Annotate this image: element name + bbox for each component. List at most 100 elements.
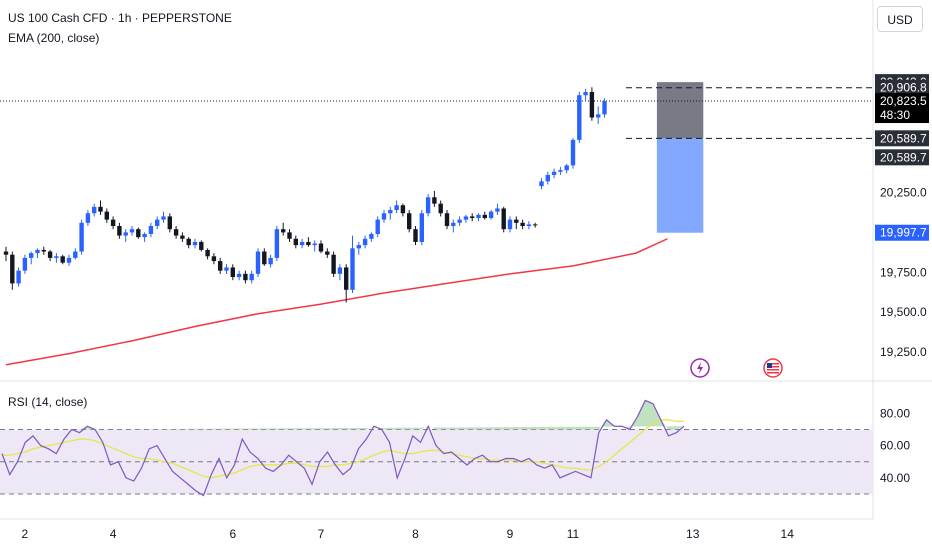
candle-body xyxy=(41,249,46,252)
candle-body xyxy=(470,216,475,219)
candle-body xyxy=(514,219,519,223)
candle-body xyxy=(432,197,437,204)
candle-body xyxy=(558,170,563,172)
stop-loss-zone xyxy=(656,82,704,139)
price-tag-4 xyxy=(875,149,929,166)
candle-body xyxy=(218,261,223,271)
candle-body xyxy=(495,208,500,212)
candle-body xyxy=(501,208,506,230)
candle-body xyxy=(381,213,387,220)
candle-body xyxy=(482,214,487,219)
candle-body xyxy=(476,214,481,219)
candle-body xyxy=(325,251,330,255)
candle-body xyxy=(192,241,198,246)
candle-body xyxy=(344,267,349,290)
candle-body xyxy=(180,235,185,239)
candle-body xyxy=(438,203,443,214)
candle-body xyxy=(142,233,147,238)
candle-body xyxy=(463,216,469,220)
flag-stripe xyxy=(767,366,779,368)
candle-body xyxy=(444,213,450,226)
rsi-tick-label: 80.00 xyxy=(880,406,910,420)
candle-body xyxy=(255,251,261,274)
candle-body xyxy=(262,251,267,265)
candle-body xyxy=(123,232,128,236)
candle-body xyxy=(29,253,34,258)
candle-body xyxy=(596,114,601,118)
candle-body xyxy=(230,267,235,278)
candle-body xyxy=(419,213,424,242)
candle-body xyxy=(533,224,538,226)
time-tick-label: 13 xyxy=(686,527,700,541)
candle-body xyxy=(407,213,412,230)
time-tick-label: 6 xyxy=(229,527,236,541)
candle-body xyxy=(287,232,292,239)
candle-body xyxy=(318,243,324,252)
candle-body xyxy=(306,241,311,246)
price-tick-label: 19,250.0 xyxy=(880,345,927,359)
candle-body xyxy=(507,219,513,230)
candle-body xyxy=(60,256,65,263)
candle-body xyxy=(539,181,544,187)
candle-body xyxy=(425,197,431,214)
candle-body xyxy=(167,216,172,230)
candle-body xyxy=(92,206,97,214)
candle-body xyxy=(85,213,91,223)
candle-body xyxy=(451,222,456,226)
candle-body xyxy=(293,238,298,246)
candle-body xyxy=(331,254,336,274)
ema-line xyxy=(5,238,668,366)
candle-body xyxy=(73,251,78,258)
time-tick-label: 11 xyxy=(567,527,580,541)
rsi-ma-line xyxy=(2,419,684,479)
candle-body xyxy=(249,273,254,281)
candle-body xyxy=(350,248,355,290)
candle-body xyxy=(577,95,582,140)
candle-body xyxy=(155,219,160,226)
candle-body xyxy=(205,249,210,257)
candle-body xyxy=(362,238,368,246)
candle-body xyxy=(243,273,248,281)
candle-body xyxy=(375,219,380,234)
candle-body xyxy=(564,165,569,171)
candle-body xyxy=(356,245,361,249)
price-tag-label: 20,589.7 xyxy=(880,150,927,164)
candle-body xyxy=(98,206,103,212)
candle-body xyxy=(570,139,576,166)
price-tag-1 xyxy=(875,79,929,96)
candle-body xyxy=(400,205,406,214)
price-tag-label: 20,589.7 xyxy=(880,131,927,145)
candle-body xyxy=(299,241,305,246)
candle-body xyxy=(526,224,532,226)
candle-body xyxy=(199,241,204,250)
candle-body xyxy=(268,257,273,265)
candle-body xyxy=(457,219,462,223)
time-tick-label: 14 xyxy=(781,527,795,541)
currency-button[interactable]: USD xyxy=(877,6,923,32)
candle-body xyxy=(589,92,595,118)
price-tag-label: 20,906.8 xyxy=(880,81,927,95)
time-tick-label: 8 xyxy=(412,527,419,541)
price-tick-label: 19,750.0 xyxy=(880,265,927,279)
us-flag-event-icon xyxy=(763,358,783,378)
candle-body xyxy=(117,225,122,236)
rsi-legend[interactable]: RSI (14, close) xyxy=(8,395,88,409)
candle-body xyxy=(520,222,525,226)
candle-body xyxy=(602,101,607,115)
candle-body xyxy=(47,251,53,258)
candle-body xyxy=(488,211,494,219)
candle-body xyxy=(3,251,9,255)
candle-body xyxy=(337,267,343,274)
candle-body xyxy=(394,205,399,211)
rsi-tick-label: 60.00 xyxy=(880,439,910,453)
rsi-overbought-fill xyxy=(79,400,684,430)
price-tick-label: 20,250.0 xyxy=(880,186,927,200)
candle-body xyxy=(110,219,116,226)
time-tick-label: 2 xyxy=(22,527,29,541)
flag-stripe xyxy=(767,369,779,371)
candle-body xyxy=(10,254,15,284)
candle-body xyxy=(161,216,166,220)
candle-body xyxy=(545,174,550,182)
ema-legend[interactable]: EMA (200, close) xyxy=(8,31,100,45)
